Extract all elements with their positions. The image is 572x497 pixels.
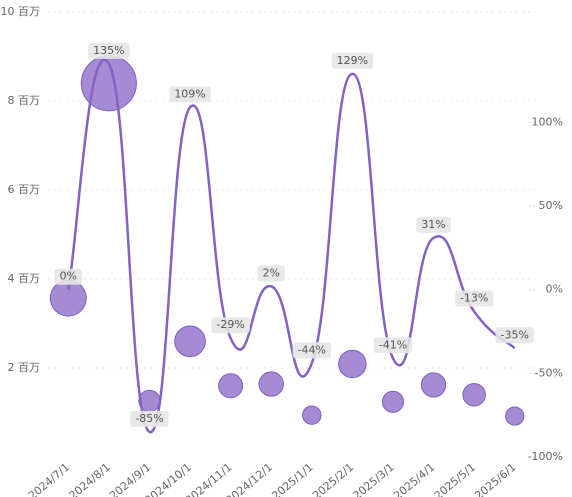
value-label-bg [130, 410, 169, 427]
y-tick-label: 6 百万 [8, 183, 41, 196]
y-tick-label: 4 百万 [8, 272, 41, 285]
x-tick-label: 2024/9/1 [107, 461, 153, 497]
y2-tick-label: -100% [528, 450, 563, 463]
value-label-text: 129% [337, 54, 368, 67]
x-tick-label: 2025/3/1 [351, 461, 397, 497]
bubble [505, 406, 525, 426]
bubble [258, 371, 284, 397]
bubble [381, 390, 405, 413]
value-label-text: -41% [379, 338, 407, 351]
value-label: -35% [495, 327, 534, 344]
y2-tick-label: 50% [539, 199, 563, 212]
value-label: 0% [54, 268, 83, 285]
value-label: -41% [373, 337, 413, 354]
value-label-text: -44% [298, 343, 326, 356]
value-label-text: 0% [60, 270, 77, 283]
x-tick-label: 2025/2/1 [310, 461, 356, 497]
value-label: 109% [169, 86, 211, 103]
x-tick-label: 2025/4/1 [391, 461, 437, 497]
y2-tick-label: 0% [546, 283, 563, 296]
value-label-bg [54, 268, 83, 285]
value-label: -85% [130, 410, 169, 427]
value-label-text: -35% [500, 328, 528, 341]
bubble [302, 405, 322, 425]
value-label-text: -29% [216, 318, 244, 331]
bubble [174, 325, 206, 358]
x-tick-label: 2024/11/1 [183, 461, 235, 497]
x-tick-label: 2024/10/1 [142, 461, 194, 497]
x-tick-label: 2025/5/1 [432, 461, 478, 497]
bubble [420, 372, 447, 398]
y-tick-label: 2 百万 [8, 361, 41, 374]
y2-tick-label: -50% [535, 366, 563, 379]
value-label-bg [416, 216, 451, 233]
value-label: 2% [257, 265, 285, 282]
line [67, 58, 516, 434]
bubble [338, 349, 367, 379]
y2-tick-label: 100% [532, 115, 563, 128]
y-tick-label: 8 百万 [8, 94, 41, 107]
value-label-text: -85% [135, 412, 163, 425]
value-label-bg [373, 337, 413, 354]
value-label-text: -13% [460, 291, 488, 304]
value-label-text: 109% [174, 87, 205, 100]
value-label: 135% [88, 42, 130, 59]
value-label-bg [495, 327, 534, 344]
bubble [462, 382, 486, 407]
value-label-bg [169, 86, 211, 103]
value-label-bg [257, 265, 285, 282]
value-label: 31% [416, 216, 451, 233]
x-tick-label: 2024/12/1 [223, 461, 275, 497]
value-label-bg [292, 342, 332, 359]
value-label-bg [331, 52, 374, 69]
x-tick-label: 2025/1/1 [269, 461, 315, 497]
y-tick-label: 10 百万 [1, 5, 41, 18]
value-label-bg [88, 42, 130, 59]
value-label-bg [211, 317, 250, 334]
value-label: -13% [454, 290, 494, 307]
value-label-text: 135% [93, 44, 124, 57]
x-tick-label: 2024/7/1 [26, 461, 72, 497]
value-label-bg [454, 290, 494, 307]
bubble [218, 373, 244, 399]
value-label: -29% [211, 317, 250, 334]
x-tick-label: 2025/6/1 [472, 461, 518, 497]
value-label: -44% [292, 342, 332, 359]
x-tick-label: 2024/8/1 [67, 461, 113, 497]
value-label-text: 2% [262, 266, 279, 279]
value-label-text: 31% [421, 218, 445, 231]
value-label: 129% [331, 52, 374, 69]
